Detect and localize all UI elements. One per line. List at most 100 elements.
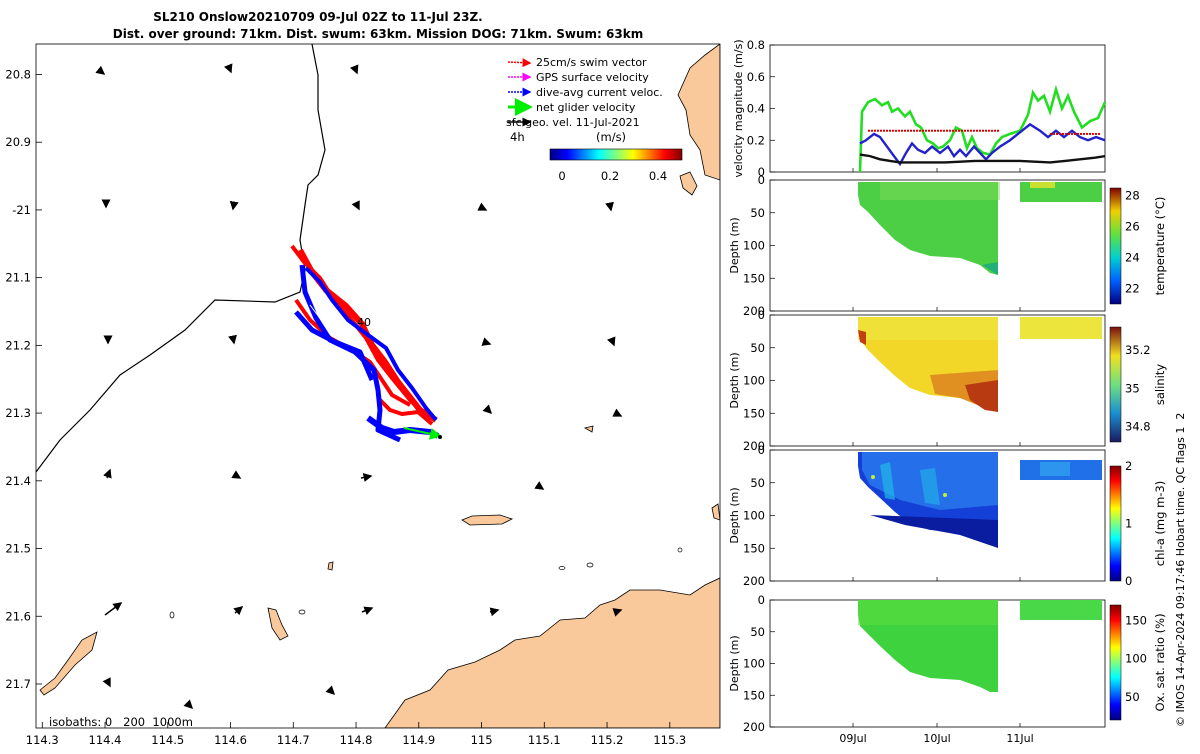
- lat-tick-label: 21.1: [5, 271, 31, 285]
- time-tick-label: 11Jul: [1006, 732, 1033, 745]
- legend-swim-swatch: [507, 58, 532, 68]
- red-marker: [1053, 132, 1055, 135]
- red-marker: [871, 129, 873, 132]
- colorbar-tick-label: 150: [1125, 613, 1147, 627]
- red-marker: [919, 129, 921, 132]
- red-marker: [892, 129, 894, 132]
- red-marker: [976, 129, 978, 132]
- red-marker: [1068, 132, 1070, 135]
- map-colorbar: [549, 148, 683, 161]
- panel-ytick-label: 0.6: [747, 70, 765, 84]
- red-marker: [874, 129, 876, 132]
- time-tick-label: 10Jul: [923, 732, 950, 745]
- panel-ytick-label: 50: [750, 206, 765, 220]
- panel-ytick-label: 100: [743, 374, 765, 388]
- panel-ytick-label: 150: [743, 688, 765, 702]
- colorbar-label: chl-a (mg m-3): [1153, 481, 1167, 566]
- net-velocity-arrow: [403, 427, 442, 440]
- panel-ytick-label: 50: [750, 476, 765, 490]
- legend-label-dive: dive-avg current veloc.: [536, 86, 663, 99]
- panel-ytick-label: 0: [758, 165, 765, 179]
- red-marker: [1056, 132, 1058, 135]
- red-marker: [928, 129, 930, 132]
- panel-ytick-label: 200: [743, 439, 765, 453]
- red-marker: [1086, 132, 1088, 135]
- isobath-line: [36, 44, 326, 473]
- temperature-panel: [769, 179, 1106, 312]
- lat-tick-label: 20.8: [5, 67, 31, 81]
- lat-tick-label: 21.7: [5, 677, 31, 691]
- oxygen-panel: [769, 599, 1106, 728]
- legend-extra-label: 4h: [510, 130, 525, 144]
- colorbar-tick-label: 50: [1125, 690, 1140, 704]
- small-island: [679, 171, 698, 196]
- red-marker: [916, 129, 918, 132]
- red-marker: [979, 129, 981, 132]
- title-line-1: SL210 Onslow20210709 09-Jul 02Z to 11-Ju…: [153, 10, 482, 24]
- lat-tick-label: 21.6: [5, 609, 31, 623]
- red-marker: [901, 129, 903, 132]
- map-lon-axis: 114.3 114.4 114.5 114.6 114.7 114.8 114.9 115 11…: [26, 722, 686, 747]
- red-marker: [1098, 132, 1100, 135]
- panel-ytick-label: 200: [743, 304, 765, 318]
- colorbar-tick-label: 28: [1125, 189, 1140, 203]
- island-center: [461, 514, 514, 526]
- panel-ytick-label: 0: [758, 173, 765, 187]
- colorbar-tick-label: 34.8: [1125, 420, 1151, 434]
- lat-tick-label: 21.4: [5, 474, 31, 488]
- lon-tick-label: 114.6: [214, 733, 247, 747]
- red-marker: [1050, 132, 1052, 135]
- red-marker: [961, 129, 963, 132]
- colorbar-tick-label: 35: [1125, 381, 1140, 395]
- red-marker: [898, 129, 900, 132]
- velocity-panel-frame: [769, 44, 1106, 173]
- colorbar-tick-label: 26: [1125, 220, 1140, 234]
- red-marker: [1095, 132, 1097, 135]
- red-marker: [883, 129, 885, 132]
- map-frame: [35, 43, 721, 729]
- red-marker: [994, 129, 996, 132]
- panel-ylabel: Depth (m): [728, 352, 741, 408]
- lon-tick-label: 114.5: [151, 733, 184, 747]
- panel-ylabel: Depth (m): [728, 635, 741, 691]
- colorbar-label: salinity: [1153, 364, 1167, 405]
- map-colorbar-tick-label: 0: [558, 169, 565, 183]
- legend-label-net: net glider velocity: [536, 101, 636, 114]
- colorbar-tick-label: 24: [1125, 251, 1140, 265]
- colorbar-tick-label: 100: [1125, 652, 1147, 666]
- red-marker: [949, 129, 951, 132]
- salinity-panel: [769, 314, 1106, 447]
- red-marker: [997, 129, 999, 132]
- isobaths-label: isobaths: 0 200 1000m: [49, 715, 193, 729]
- net-glider-velocity-line: [858, 84, 1107, 173]
- lat-tick-label: 21.2: [5, 338, 31, 352]
- swim-vectors: [290, 244, 438, 426]
- panel-ytick-label: 0: [758, 308, 765, 322]
- red-marker: [1092, 132, 1094, 135]
- legend-label-swim: 25cm/s swim vector: [536, 56, 647, 69]
- lat-tick-label: 20.9: [5, 135, 31, 149]
- map-panel: 40 isobaths: 0 200 1000m 114.3 114.4 114.5…: [5, 43, 721, 747]
- right-panel-colorbars: [1109, 187, 1122, 721]
- lat-tick-label: 21.5: [5, 542, 31, 556]
- red-marker: [1065, 132, 1067, 135]
- temperature-colorbar: [1109, 187, 1122, 305]
- red-marker: [1089, 132, 1091, 135]
- panel-ylabel: velocity magnitude (m/s): [732, 39, 745, 177]
- red-marker: [1083, 132, 1085, 135]
- panel-ytick-label: 150: [743, 406, 765, 420]
- red-marker: [1062, 132, 1064, 135]
- red-marker: [967, 129, 969, 132]
- red-marker: [964, 129, 966, 132]
- red-marker: [907, 129, 909, 132]
- lon-tick-label: 114.7: [277, 733, 310, 747]
- lon-tick-label: 115.3: [653, 733, 686, 747]
- red-marker: [868, 129, 870, 132]
- velocity-panel: [769, 44, 1107, 173]
- red-marker: [931, 129, 933, 132]
- panel-ylabel: Depth (m): [728, 487, 741, 543]
- red-marker: [1074, 132, 1076, 135]
- temperature-section: [858, 182, 998, 275]
